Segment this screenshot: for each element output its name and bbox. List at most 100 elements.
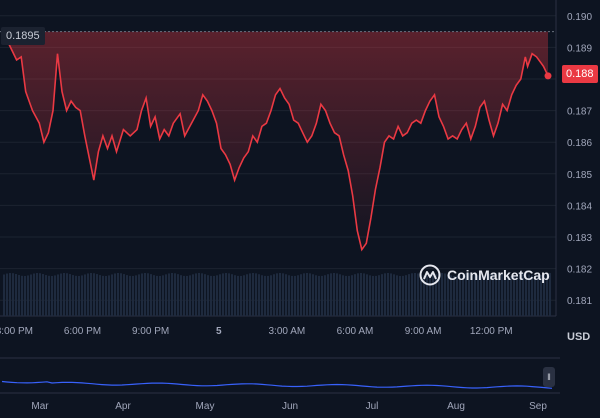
volume-bar xyxy=(384,273,386,316)
volume-bar xyxy=(240,275,242,316)
volume-bar xyxy=(252,273,254,316)
volume-bar xyxy=(138,274,140,316)
volume-bar xyxy=(387,273,389,316)
volume-bar xyxy=(405,275,407,316)
volume-bar xyxy=(282,273,284,316)
volume-bar xyxy=(414,273,416,316)
volume-bar xyxy=(435,274,437,316)
volume-bar xyxy=(393,274,395,316)
volume-bar xyxy=(549,273,551,316)
volume-bar xyxy=(192,274,194,316)
volume-bar xyxy=(330,273,332,316)
volume-bar xyxy=(381,274,383,316)
x-tick-label: 3:00 PM xyxy=(0,326,33,337)
volume-bar xyxy=(369,275,371,316)
x-tick-label: 3:00 AM xyxy=(269,326,306,337)
volume-bar xyxy=(18,275,20,316)
volume-bar xyxy=(378,275,380,316)
volume-bar xyxy=(411,273,413,316)
volume-bar xyxy=(63,273,65,316)
volume-bar xyxy=(120,273,122,316)
volume-bar xyxy=(336,273,338,316)
volume-bar xyxy=(39,273,41,316)
volume-bar xyxy=(537,275,539,316)
volume-bar xyxy=(471,273,473,316)
volume-bar xyxy=(150,274,152,316)
navigator-month-label: Jul xyxy=(366,401,379,412)
volume-bar xyxy=(96,274,98,316)
volume-bar xyxy=(105,275,107,316)
volume-bar xyxy=(357,273,359,316)
volume-bar xyxy=(66,273,68,316)
volume-bar xyxy=(321,275,323,316)
volume-bar xyxy=(456,275,458,316)
volume-bar xyxy=(342,275,344,316)
volume-bar xyxy=(483,275,485,316)
navigator-month-label: Jun xyxy=(282,401,298,412)
volume-bar xyxy=(84,274,86,316)
volume-bar xyxy=(15,273,17,316)
navigator-handle[interactable]: ‖ xyxy=(543,367,555,387)
volume-bar xyxy=(93,273,95,316)
volume-bar xyxy=(60,273,62,316)
volume-bar xyxy=(87,273,89,316)
volume-bar xyxy=(255,273,257,316)
volume-bar xyxy=(309,273,311,316)
volume-bar xyxy=(114,273,116,316)
volume-bar xyxy=(216,275,218,316)
y-tick-label: 0.186 xyxy=(567,138,592,149)
volume-bar xyxy=(534,275,536,316)
volume-bar xyxy=(195,273,197,316)
x-tick-label: 5 xyxy=(216,326,222,337)
navigator-month-label: Apr xyxy=(115,401,131,412)
volume-bar xyxy=(36,273,38,316)
volume-bar xyxy=(339,274,341,316)
volume-bar xyxy=(306,273,308,316)
volume-bar xyxy=(129,275,131,316)
volume-bar xyxy=(225,273,227,316)
volume-bar xyxy=(153,275,155,316)
volume-bar xyxy=(300,274,302,316)
volume-bar xyxy=(204,274,206,316)
volume-bar xyxy=(201,273,203,316)
volume-bar xyxy=(123,274,125,316)
volume-bar xyxy=(117,273,119,316)
volume-bar xyxy=(189,275,191,316)
volume-bar xyxy=(522,273,524,316)
volume-bar xyxy=(264,275,266,316)
volume-bar xyxy=(186,275,188,316)
volume-bar xyxy=(288,275,290,316)
volume-bar xyxy=(9,273,11,316)
y-tick-label: 0.182 xyxy=(567,265,592,276)
volume-bar xyxy=(141,273,143,316)
last-price-dot xyxy=(544,72,552,80)
volume-bar xyxy=(234,275,236,316)
volume-bar xyxy=(396,275,398,316)
volume-bar xyxy=(468,273,470,316)
navigator-month-label: Mar xyxy=(31,401,49,412)
volume-bar xyxy=(345,275,347,316)
volume-bar xyxy=(390,273,392,316)
volume-bar xyxy=(231,274,233,316)
volume-bar xyxy=(324,275,326,316)
volume-bar xyxy=(480,275,482,316)
volume-bar xyxy=(276,273,278,316)
volume-bar xyxy=(51,275,53,316)
volume-bar xyxy=(510,275,512,316)
volume-bar xyxy=(27,275,29,316)
volume-bar xyxy=(90,273,92,316)
volume-bar xyxy=(246,274,248,316)
volume-bar xyxy=(354,274,356,316)
volume-bar xyxy=(546,273,548,316)
price-line xyxy=(2,37,549,252)
volume-bar xyxy=(126,275,128,316)
volume-bar xyxy=(375,275,377,316)
volume-bar xyxy=(540,275,542,316)
volume-bar xyxy=(132,275,134,316)
volume-bar xyxy=(504,275,506,316)
navigator-line xyxy=(1,380,553,389)
volume-bar xyxy=(135,275,137,316)
volume-bar xyxy=(462,274,464,316)
